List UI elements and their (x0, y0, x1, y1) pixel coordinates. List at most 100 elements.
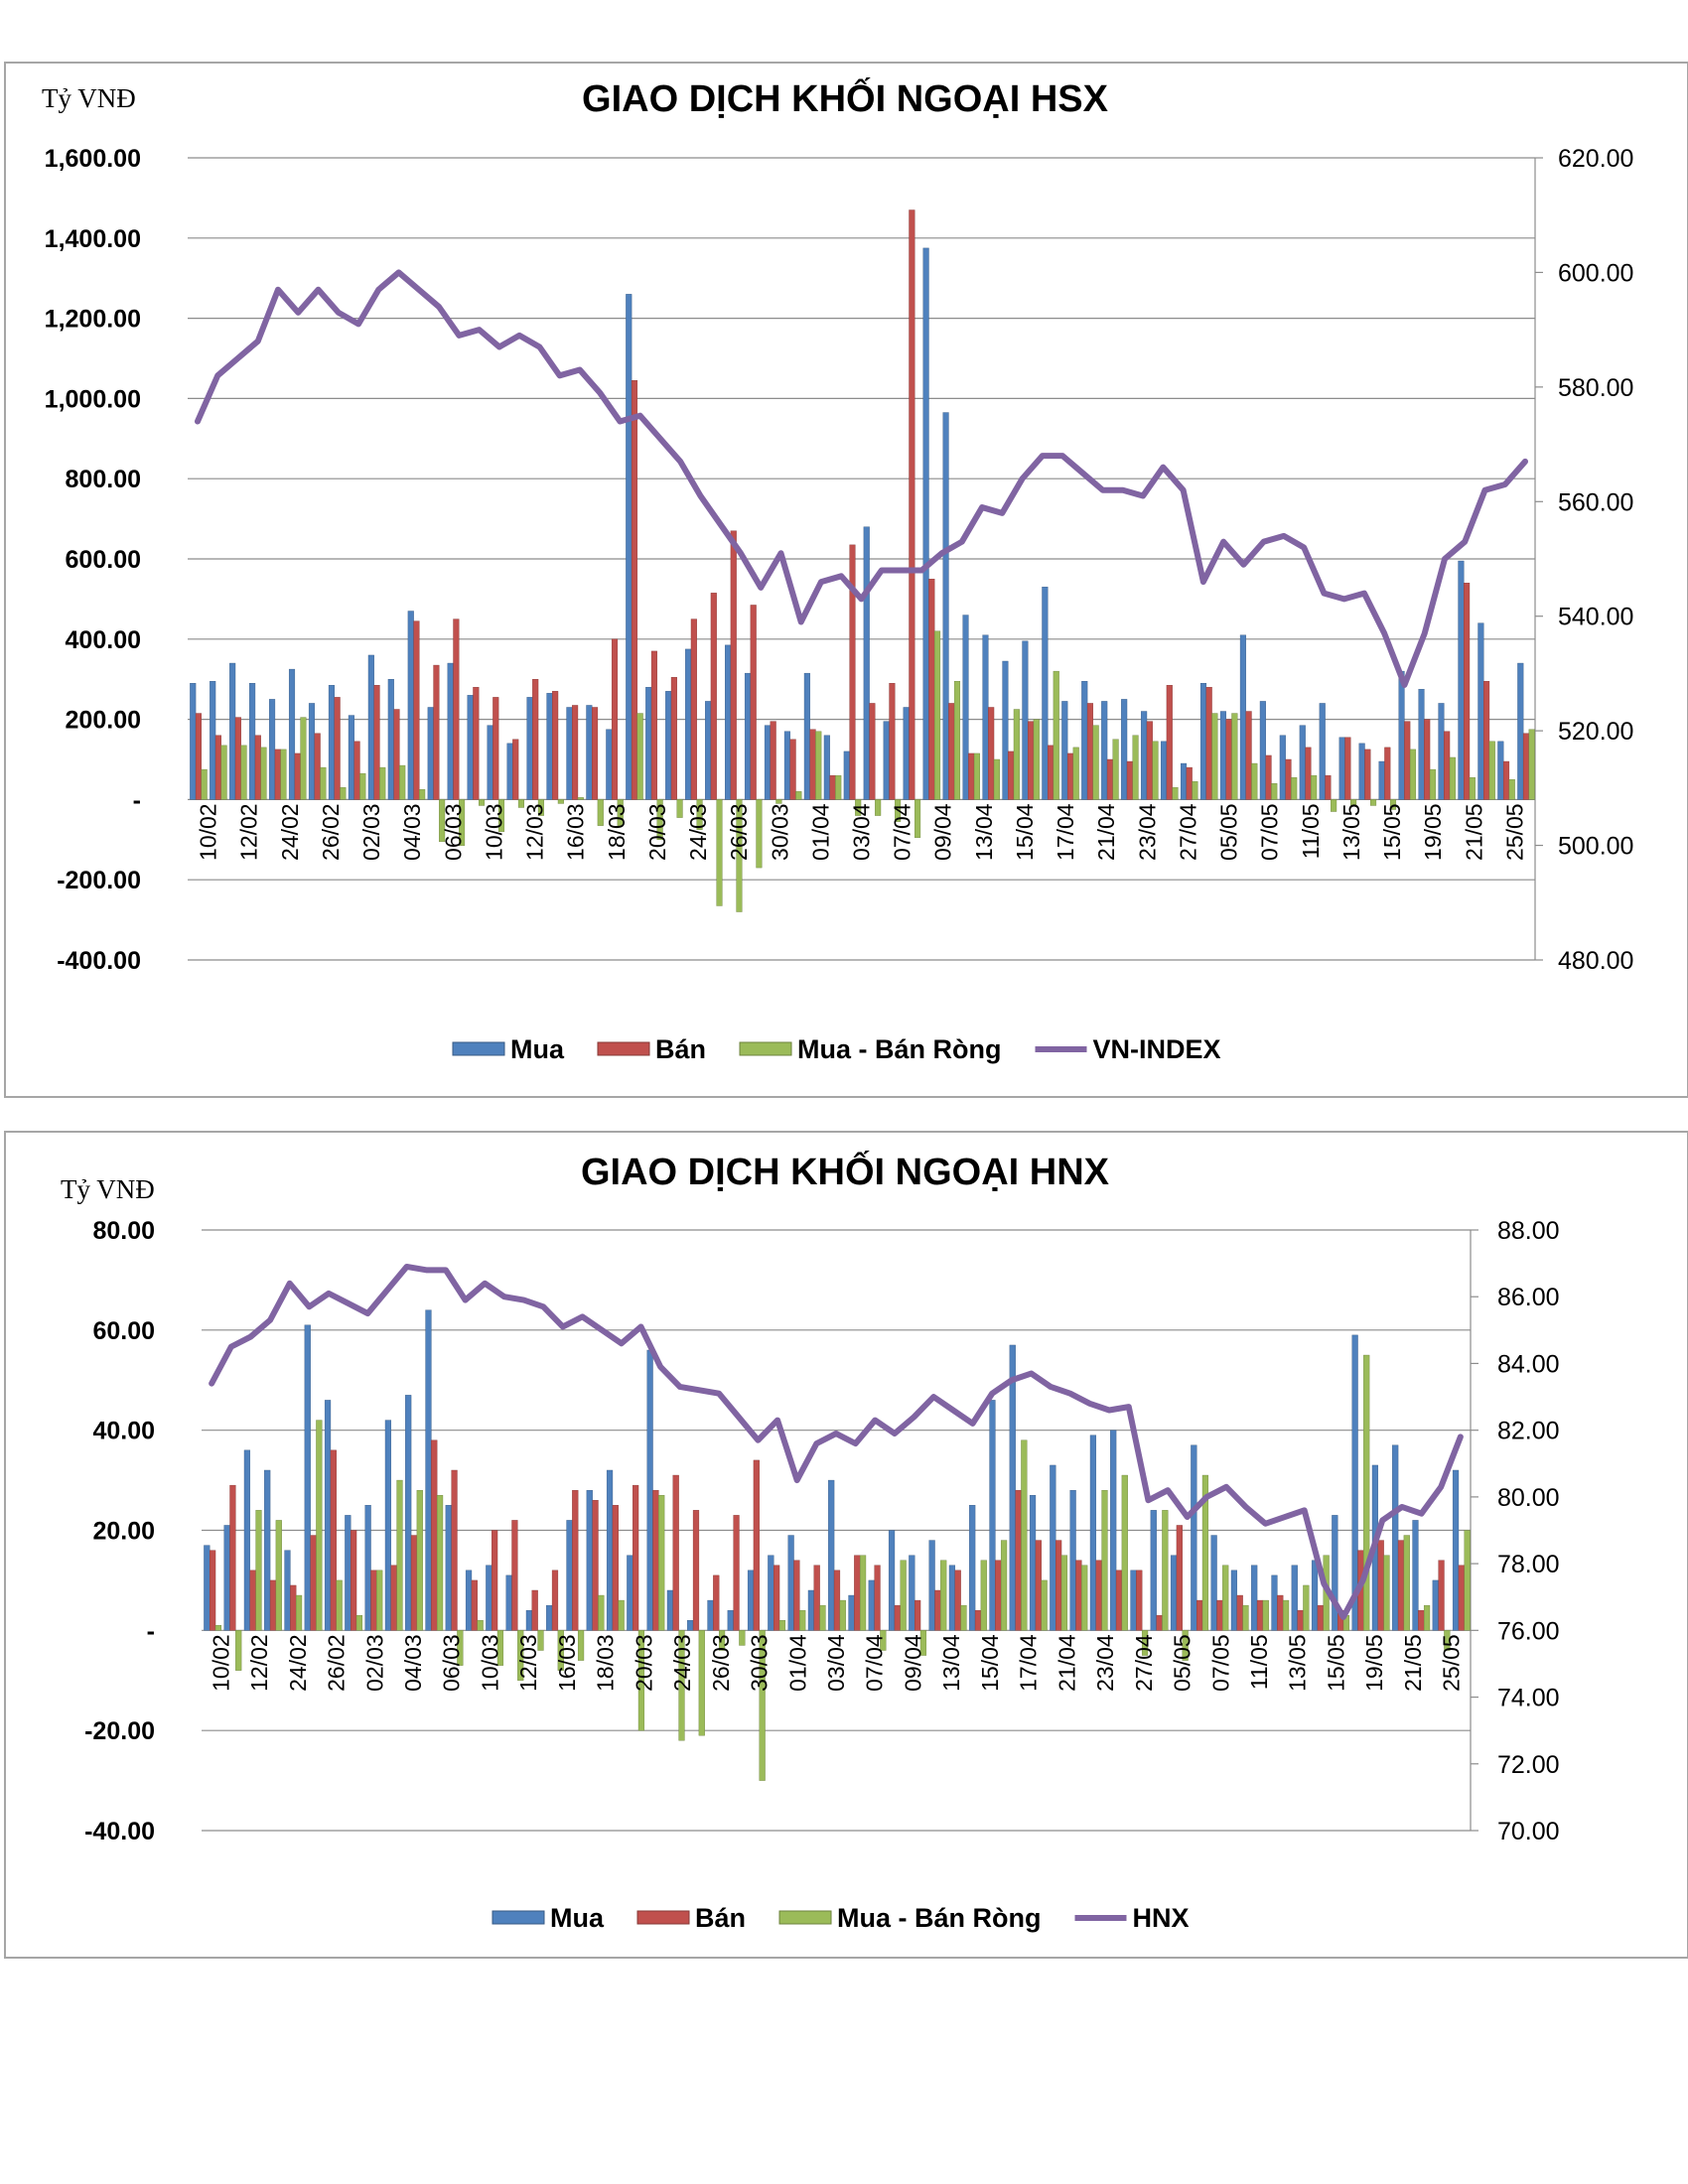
hnx-x-tick-label: 23/04 (1092, 1634, 1118, 1692)
hnx-bar-ban (1115, 1570, 1123, 1631)
hnx-bar-rong (436, 1495, 444, 1631)
hnx-legend-swatch (636, 1910, 690, 1925)
hnx-legend-label: Mua (550, 1903, 605, 1933)
hnx-bar-rong (235, 1630, 242, 1671)
hsx-right-tick-label: 500.00 (1558, 833, 1633, 861)
hsx-bar-mua (1338, 737, 1345, 800)
hsx-bar-mua (1101, 701, 1108, 800)
hsx-bar-mua (467, 695, 474, 800)
hsx-bar-mua (685, 648, 692, 800)
hnx-legend-swatch (778, 1910, 832, 1925)
hnx-bar-mua (364, 1505, 371, 1631)
hnx-bar-ban (954, 1570, 961, 1631)
hsx-bar-rong (1429, 768, 1436, 800)
hsx-bar-mua (367, 654, 374, 800)
hnx-bar-mua (1251, 1565, 1258, 1631)
hnx-bar-ban (672, 1474, 679, 1631)
hsx-bar-rong (459, 799, 466, 847)
hsx-bar-ban (1325, 774, 1332, 800)
hsx-left-tick-label: 200.00 (66, 707, 141, 735)
hsx-bar-rong (1469, 776, 1476, 800)
hsx-bar-rong (636, 713, 643, 800)
hnx-legend-label: HNX (1133, 1903, 1190, 1933)
hnx-bar-ban (733, 1515, 740, 1631)
hnx-bar-ban (652, 1489, 659, 1631)
hnx-bar-mua (627, 1555, 633, 1631)
hnx-x-tick-label: 11/05 (1246, 1634, 1272, 1690)
hnx-bar-rong (214, 1625, 222, 1631)
hsx-bar-rong (973, 752, 980, 800)
hnx-bar-mua (1130, 1570, 1137, 1631)
hnx-bar-mua (768, 1555, 774, 1631)
hsx-bar-rong (517, 799, 524, 808)
hnx-bar-ban (229, 1484, 236, 1631)
hsx-bar-ban (968, 752, 975, 800)
hnx-bar-mua (546, 1604, 553, 1631)
hsx-bar-mua (883, 721, 890, 800)
hsx-x-tick-label: 10/03 (481, 803, 506, 861)
hsx-bar-mua (962, 614, 969, 800)
hsx-bar-rong (379, 766, 386, 800)
hnx-bar-ban (914, 1599, 921, 1631)
hsx-unit-label: Tỷ VNĐ (42, 83, 136, 113)
hsx-bar-mua (1239, 634, 1246, 800)
hsx-bar-mua (626, 294, 633, 800)
hsx-bar-rong (696, 799, 703, 830)
hnx-bar-mua (1191, 1444, 1197, 1631)
hsx-legend-label: Mua - Bán Ròng (797, 1034, 1001, 1064)
hnx-bar-ban (1055, 1540, 1062, 1631)
hnx-bar-rong (275, 1520, 282, 1631)
hnx-bar-rong (1444, 1630, 1451, 1651)
hnx-bar-rong (396, 1479, 403, 1631)
hnx-bar-ban (813, 1565, 820, 1631)
hsx-bar-mua (606, 729, 613, 800)
hsx-bar-ban (195, 713, 203, 800)
hsx-bar-rong (875, 799, 882, 816)
hsx-bar-rong (1172, 787, 1179, 800)
hsx-bar-rong (439, 799, 446, 843)
hsx-bar-rong (676, 799, 683, 818)
hsx-bar-ban (1126, 760, 1133, 800)
hsx-bar-rong (1350, 799, 1357, 806)
hsx-line-vnindex (194, 269, 1529, 688)
hnx-bar-mua (888, 1530, 896, 1631)
hnx-bar-rong (960, 1604, 967, 1631)
hsx-x-tick-label: 06/03 (440, 803, 466, 861)
hsx-bar-ban (413, 620, 420, 800)
hsx-bar-mua (783, 731, 790, 800)
hsx-x-tick-label: 09/04 (930, 803, 956, 861)
hsx-bar-mua (1161, 741, 1168, 800)
hnx-bar-ban (774, 1565, 780, 1631)
hnx-bar-ban (572, 1489, 579, 1631)
hnx-bar-mua (1452, 1469, 1460, 1631)
hnx-chart-svg: Tỷ VNĐ GIAO DỊCH KHỐI NGOẠI HNX 80.00 60.00… (61, 1149, 1560, 1933)
hsx-bar-ban (532, 679, 539, 800)
hsx-bar-rong (497, 799, 505, 832)
hsx-x-tick-label: 15/04 (1012, 803, 1038, 861)
hnx-bar-mua (486, 1565, 492, 1631)
hsx-bar-mua (1081, 681, 1088, 800)
hsx-bar-ban (670, 676, 677, 800)
hnx-x-tick-label: 12/02 (246, 1634, 272, 1692)
hsx-bar-rong (895, 799, 902, 822)
hnx-bar-ban (451, 1469, 458, 1631)
hnx-bar-rong (316, 1420, 323, 1631)
hsx-x-tick-label: 07/05 (1257, 803, 1283, 861)
hnx-bar-mua (848, 1594, 855, 1631)
hsx-bar-ban (789, 739, 796, 800)
hsx-x-tick-label: 12/02 (236, 803, 262, 861)
hnx-bar-mua (1230, 1570, 1238, 1631)
hnx-bar-rong (799, 1609, 806, 1631)
hnx-bar-rong (1403, 1535, 1410, 1631)
hsx-bar-ban (552, 691, 559, 800)
hsx-bar-rong (320, 766, 327, 800)
hsx-bar-mua (1517, 662, 1524, 800)
hsx-bar-mua (1141, 711, 1148, 800)
hsx-bar-ban (1106, 758, 1113, 800)
hsx-x-tick-label: 30/03 (767, 803, 792, 861)
hnx-bar-ban (511, 1520, 518, 1631)
hnx-bar-ban (1075, 1560, 1082, 1631)
hnx-bar-rong (1060, 1555, 1068, 1631)
hnx-bar-rong (658, 1495, 665, 1631)
hnx-x-tick-label: 26/02 (324, 1634, 350, 1692)
